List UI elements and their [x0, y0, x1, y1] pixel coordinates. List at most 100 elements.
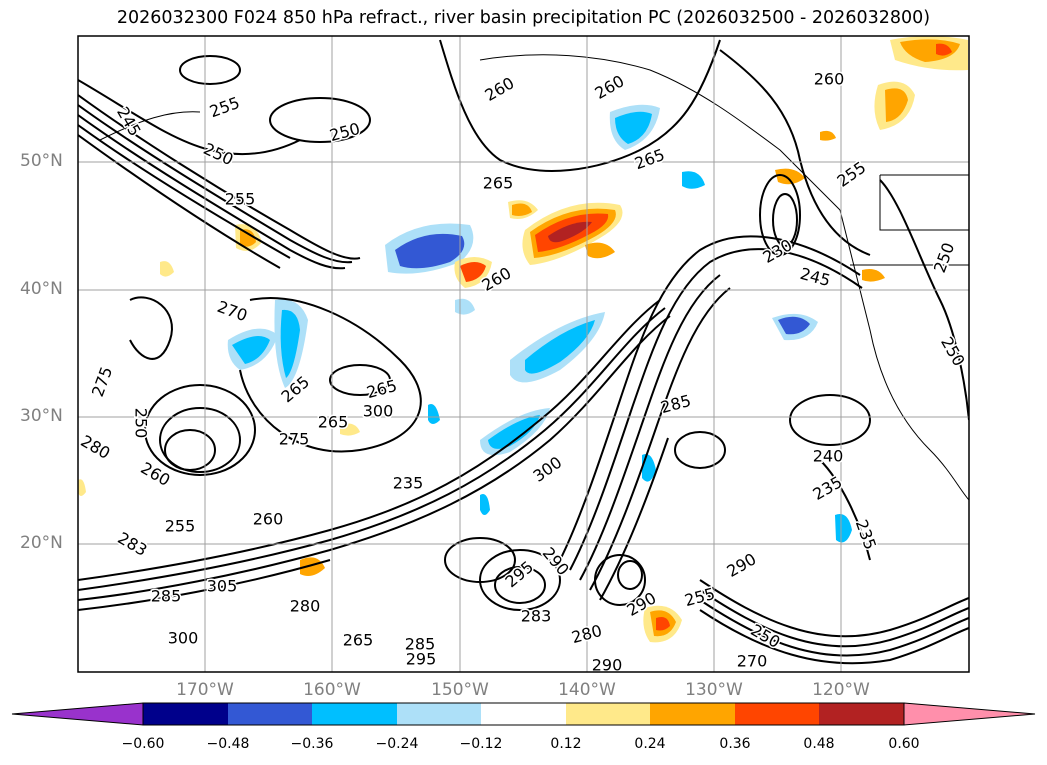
coast-line	[99, 111, 201, 141]
pos-blob	[300, 557, 325, 576]
colorbar-segment	[566, 703, 650, 725]
pos-blob	[585, 242, 615, 259]
contour-label: 260	[253, 510, 284, 529]
neg-blob	[232, 336, 270, 364]
pos-blob	[936, 43, 952, 56]
lon-label-170w: 170°W	[176, 680, 234, 700]
contour-label: 255	[683, 584, 717, 610]
contour-label: 300	[168, 629, 199, 648]
map-title: 2026032300 F024 850 hPa refract., river …	[116, 8, 931, 28]
contour-label: 290	[592, 656, 623, 675]
contour-ring	[617, 560, 643, 590]
contour-line	[589, 287, 731, 591]
contour-label: 265	[365, 376, 399, 402]
contour-label: 300	[529, 453, 565, 486]
contour-line	[579, 274, 721, 581]
contour-ring	[144, 384, 256, 476]
contour-label: 250	[328, 119, 362, 145]
pos-blob	[460, 262, 486, 282]
contour-label: 260	[814, 70, 845, 89]
colorbar-max-extend	[903, 702, 1036, 726]
colorbar-tick: −0.60	[121, 736, 165, 752]
pos-blob	[340, 423, 360, 436]
contour-label: 260	[482, 73, 518, 105]
contour-line	[719, 49, 871, 256]
colorbar-tick: 0.60	[888, 736, 920, 752]
contour-label: 295	[406, 650, 437, 669]
colorbar-tick: 0.36	[719, 736, 751, 752]
contour-label: 255	[207, 93, 242, 121]
contour-line	[699, 589, 969, 648]
contour-label: 270	[215, 297, 250, 325]
colorbar-segment	[143, 703, 228, 725]
contour-line	[569, 248, 863, 571]
contour-label: 283	[521, 607, 552, 626]
contour-label: 265	[483, 174, 514, 193]
contour-ring	[594, 554, 646, 606]
contour-label: 275	[279, 430, 310, 449]
contour-ring	[494, 566, 546, 604]
contour-label: 305	[207, 577, 238, 596]
neg-blob	[480, 494, 490, 515]
contour-label: 235	[852, 517, 880, 552]
contour-line	[879, 179, 969, 421]
contour-label: 250	[930, 240, 958, 275]
colorbar-segment	[735, 703, 819, 725]
colorbar	[11, 702, 1036, 726]
contour-line	[78, 124, 291, 259]
contour-label: 250	[132, 408, 151, 439]
contour-label: 265	[318, 413, 349, 432]
contour-label: 265	[632, 145, 667, 173]
neg-blob	[525, 320, 595, 374]
contour-label: 260	[138, 458, 174, 490]
neg-blob	[280, 309, 300, 378]
lat-label-40n: 40°N	[20, 279, 63, 299]
pos-blob	[160, 261, 174, 277]
contour-ring	[759, 174, 801, 256]
contour-line	[699, 579, 969, 638]
precipitation-shading	[78, 36, 968, 643]
contour-ring	[479, 549, 561, 611]
pos-blob	[78, 479, 86, 496]
contour-label: 250	[201, 139, 237, 169]
colorbar-tick: −0.24	[375, 736, 419, 752]
neg-blob	[395, 233, 465, 269]
contour-label: 290	[724, 549, 760, 581]
colorbar-segment	[819, 703, 904, 725]
colorbar-segment	[397, 703, 481, 725]
pos-blob	[548, 221, 592, 243]
contour-label: 295	[502, 557, 538, 591]
colorbar-min-extend	[11, 702, 144, 726]
coast-line	[479, 54, 841, 211]
contour-label: 283	[115, 528, 151, 560]
contour-ring	[329, 364, 391, 396]
contour-line	[78, 134, 281, 269]
contour-label: 255	[165, 517, 196, 536]
lon-label-120w: 120°W	[812, 680, 870, 700]
pos-blob	[512, 203, 532, 216]
contour-label: 265	[343, 631, 374, 650]
neg-blob	[428, 404, 440, 424]
neg-blob	[488, 415, 540, 449]
colorbar-tick: 0.12	[550, 736, 582, 752]
contour-ring	[444, 537, 516, 583]
pos-blob	[240, 229, 256, 247]
contour-line	[129, 296, 173, 360]
contour-line	[819, 459, 871, 561]
pos-blob	[656, 617, 670, 631]
lon-label-130w: 130°W	[685, 680, 743, 700]
pos-blob	[862, 269, 885, 282]
contour-label: 255	[833, 158, 869, 191]
contour-ring	[674, 431, 726, 469]
lat-label-20n: 20°N	[20, 533, 63, 553]
colorbar-segment	[312, 703, 397, 725]
coastline	[99, 54, 969, 501]
contour-line	[699, 599, 969, 657]
contour-line	[78, 79, 301, 156]
contour-line	[439, 39, 721, 172]
contour-ring	[164, 429, 216, 471]
contour-label: 235	[393, 474, 424, 493]
contour-label: 250	[748, 620, 784, 652]
contour-label: 280	[78, 431, 114, 463]
lon-label-140w: 140°W	[558, 680, 616, 700]
